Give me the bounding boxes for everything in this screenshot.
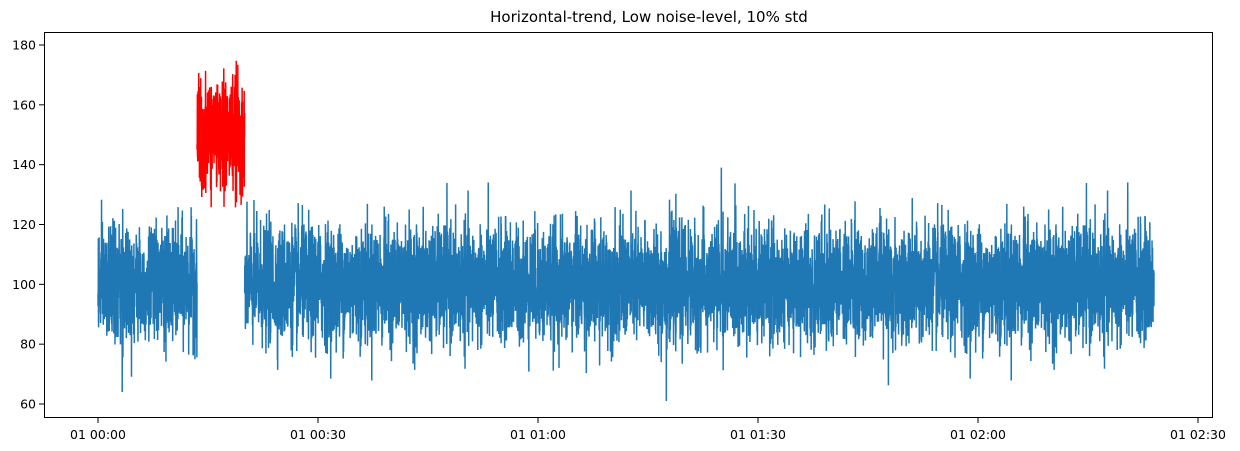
chart-title: Horizontal-trend, Low noise-level, 10% s… <box>490 8 808 26</box>
series-line-normal-segment-2 <box>243 167 1155 402</box>
x-tick-label: 01 02:30 <box>1170 427 1226 442</box>
y-tick-label: 180 <box>12 38 36 53</box>
y-tick-label: 100 <box>12 277 36 292</box>
series-line-anomaly-segment-1 <box>196 60 246 208</box>
x-tick-label: 01 00:00 <box>70 427 126 442</box>
y-tick-label: 140 <box>12 157 36 172</box>
axes-layer: 01 00:00 01 00:30 01 01:00 01 01:30 01 02:00… <box>12 32 1226 442</box>
y-tick-label: 120 <box>12 217 36 232</box>
series-line-normal-segment-1 <box>97 199 198 393</box>
x-tick-label: 01 00:30 <box>290 427 346 442</box>
x-tick-label: 01 01:30 <box>730 427 786 442</box>
x-tick-label: 01 02:00 <box>950 427 1006 442</box>
y-tick-label: 80 <box>20 337 36 352</box>
y-tick-label: 60 <box>20 397 36 412</box>
x-tick-label: 01 01:00 <box>510 427 566 442</box>
y-tick-label: 160 <box>12 97 36 112</box>
series-layer <box>97 60 1155 402</box>
plot-frame <box>44 32 1213 418</box>
